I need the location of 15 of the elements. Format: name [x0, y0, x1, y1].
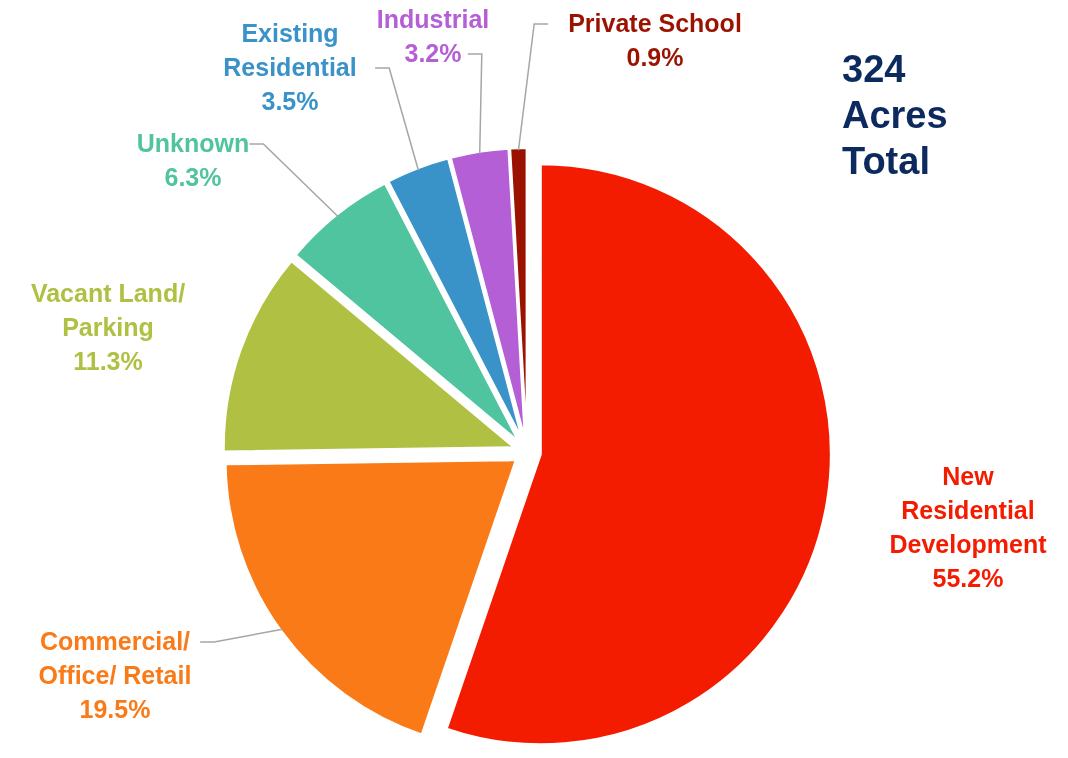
- slice-label: Vacant Land/ Parking: [30, 279, 186, 341]
- slice-label: Industrial: [376, 5, 490, 33]
- slice-label: New Residential Development: [889, 462, 1048, 558]
- data-label: 3.5%: [261, 87, 319, 115]
- text: 324 Acres Total: [842, 48, 948, 182]
- data-label: 19.5%: [79, 695, 151, 723]
- slice-label: Commercial/ Office/ Retail: [38, 627, 192, 689]
- data-label: 3.2%: [404, 39, 462, 67]
- data-label: 0.9%: [626, 43, 684, 71]
- slice-label: Unknown: [136, 129, 250, 157]
- data-label: 11.3%: [73, 347, 143, 375]
- data-label: 55.2%: [932, 564, 1004, 592]
- data-label: 6.3%: [164, 163, 222, 191]
- slice-label: Existing Residential: [223, 19, 357, 81]
- slice-label: Private School: [568, 9, 742, 37]
